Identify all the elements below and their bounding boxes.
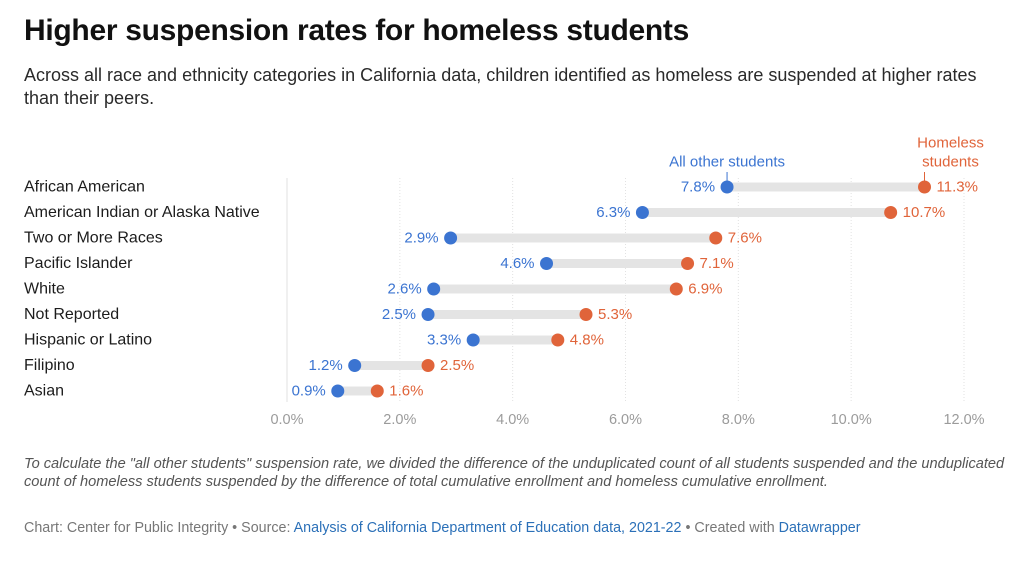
created-with-text: • Created with <box>681 520 779 536</box>
category-label: White <box>24 281 65 298</box>
category-label: Hispanic or Latino <box>24 332 152 349</box>
dot-homeless-students <box>884 206 898 219</box>
dot-all-other-students <box>540 257 554 270</box>
dot-homeless-students <box>551 333 565 347</box>
value-label-homeless-students: 2.5% <box>440 357 474 374</box>
category-label: African American <box>24 179 145 196</box>
chart-title: Higher suspension rates for homeless stu… <box>24 14 690 47</box>
dot-all-other-students <box>635 206 649 219</box>
category-label: Two or More Races <box>24 230 163 247</box>
x-tick-label: 12.0% <box>943 412 984 428</box>
category-label: American Indian or Alaska Native <box>24 204 260 221</box>
category-label: Filipino <box>24 357 75 374</box>
dot-homeless-students <box>370 384 384 398</box>
x-tick-label: 10.0% <box>831 412 872 428</box>
source-link[interactable]: Analysis of California Department of Edu… <box>293 520 682 536</box>
x-tick-label: 4.0% <box>496 412 529 428</box>
chart-source-line: Chart: Center for Public Integrity • Sou… <box>24 520 861 536</box>
series-label-homeless-students: students <box>922 154 979 171</box>
value-label-all-other-students: 7.8% <box>681 179 715 196</box>
dot-homeless-students <box>709 231 723 245</box>
dot-homeless-students <box>669 282 683 296</box>
x-tick-label: 6.0% <box>609 412 642 428</box>
dot-all-other-students <box>348 359 362 372</box>
chart-credit: Chart: Center for Public Integrity • Sou… <box>24 520 294 536</box>
category-label: Not Reported <box>24 306 119 323</box>
value-label-all-other-students: 2.5% <box>382 306 416 323</box>
value-label-homeless-students: 10.7% <box>903 204 946 221</box>
category-label: Pacific Islander <box>24 255 133 272</box>
chart-subtitle: Across all race and ethnicity categories… <box>24 65 977 108</box>
dot-homeless-students <box>681 257 695 270</box>
dot-all-other-students <box>720 180 734 194</box>
datawrapper-link[interactable]: Datawrapper <box>778 520 861 536</box>
value-label-homeless-students: 11.3% <box>937 179 978 196</box>
value-label-all-other-students: 4.6% <box>500 255 534 272</box>
value-label-homeless-students: 6.9% <box>688 281 722 298</box>
value-label-all-other-students: 2.9% <box>404 230 438 247</box>
dot-all-other-students <box>427 282 441 296</box>
series-label-all-other-students: All other students <box>669 154 785 171</box>
value-label-all-other-students: 1.2% <box>308 357 342 374</box>
value-label-homeless-students: 7.6% <box>728 230 762 247</box>
chart-notes: To calculate the "all other students" su… <box>24 456 1005 490</box>
dot-homeless-students <box>421 359 435 372</box>
value-label-homeless-students: 7.1% <box>700 255 734 272</box>
category-label: Asian <box>24 383 64 400</box>
dot-range-chart: 0.0% 2.0% 4.0% 6.0% 8.0% 10.0% 12.0% African Am… <box>24 135 985 429</box>
dot-homeless-students <box>579 308 593 321</box>
series-label-homeless-students: Homeless <box>917 135 984 152</box>
value-label-all-other-students: 2.6% <box>387 281 421 298</box>
dot-all-other-students <box>421 308 435 321</box>
value-label-all-other-students: 6.3% <box>596 204 630 221</box>
value-label-homeless-students: 5.3% <box>598 306 632 323</box>
x-tick-label: 8.0% <box>722 412 755 428</box>
value-label-all-other-students: 3.3% <box>427 332 461 349</box>
x-tick-label: 2.0% <box>383 412 416 428</box>
dot-all-other-students <box>444 231 458 245</box>
x-tick-label: 0.0% <box>270 412 303 428</box>
value-label-all-other-students: 0.9% <box>292 383 326 400</box>
value-label-homeless-students: 4.8% <box>570 332 604 349</box>
dot-all-other-students <box>466 333 480 347</box>
dot-all-other-students <box>331 384 345 398</box>
value-label-homeless-students: 1.6% <box>389 383 423 400</box>
dot-homeless-students <box>918 180 932 194</box>
